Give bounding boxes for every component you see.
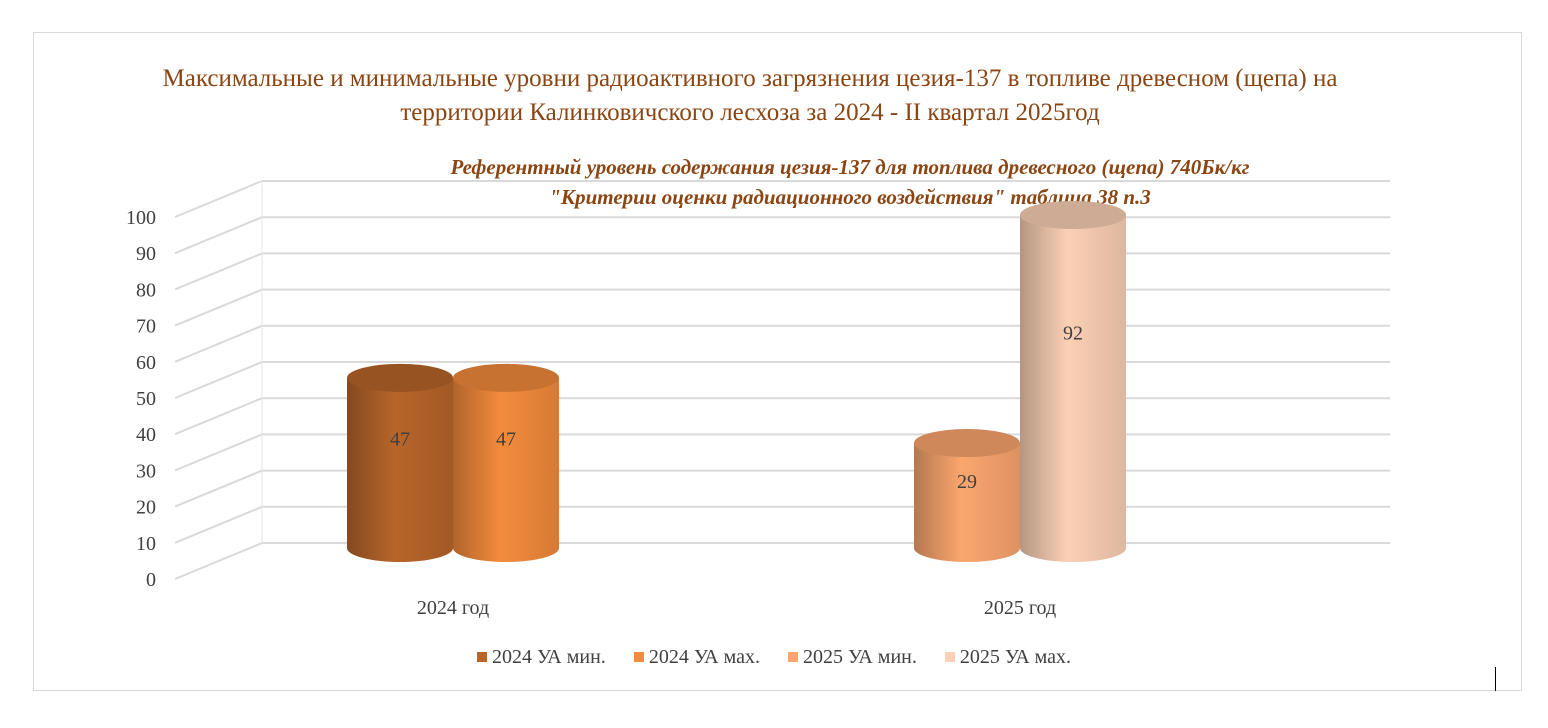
y-tick-label: 100	[126, 207, 156, 229]
bar-top	[453, 363, 559, 392]
y-tick-label: 50	[136, 388, 156, 410]
legend-label: 2024 УА мах.	[648, 646, 760, 668]
y-tick-label: 90	[136, 243, 156, 265]
x-category-label: 2024 год	[417, 597, 489, 619]
bar-top	[1020, 200, 1126, 229]
bar-body	[914, 443, 1020, 562]
bar-cylinder: 47	[453, 363, 559, 562]
gridline-depth	[174, 469, 263, 508]
chart-title: Максимальные и минимальные уровни радиоа…	[162, 65, 1338, 126]
y-tick-label: 10	[136, 533, 156, 555]
gridline-depth	[174, 216, 263, 255]
y-tick-label: 80	[136, 279, 156, 301]
gridline-depth	[174, 433, 263, 472]
legend-item: 2024 УА мах.	[633, 646, 760, 669]
gridline-depth	[174, 324, 263, 363]
gridline-depth	[174, 288, 263, 327]
legend-swatch	[633, 652, 644, 662]
frame-edge-mark	[1495, 667, 1496, 691]
legend-swatch	[788, 652, 798, 662]
legend-label: 2025 УА мин.	[803, 646, 917, 668]
y-tick-label: 70	[136, 316, 156, 338]
bar-cylinder: 29	[914, 429, 1020, 562]
bar-top	[347, 363, 453, 392]
bar-body	[453, 377, 559, 562]
legend-item: 2025 УА мах.	[944, 646, 1072, 669]
gridline-depth	[174, 180, 263, 218]
gridline-depth	[174, 505, 263, 544]
chart-frame	[33, 32, 1522, 691]
y-tick-label: 20	[136, 497, 156, 519]
chart-legend: 2024 УА мин. 2024 УА мах. 2025 УА мин. 2025…	[0, 646, 1548, 669]
bar-cylinder: 47	[347, 363, 453, 562]
y-tick-label: 60	[136, 352, 156, 374]
x-category-label: 2025 год	[984, 597, 1056, 619]
data-label: 29	[957, 471, 977, 493]
legend-item: 2024 УА мин.	[476, 646, 606, 669]
gridline-depth	[174, 252, 263, 291]
legend-item: 2025 УА мин.	[788, 646, 917, 669]
y-tick-label: 30	[136, 460, 156, 482]
gridline-depth	[174, 542, 263, 580]
bar-body	[1020, 214, 1126, 562]
legend-swatch	[944, 652, 955, 662]
bar-cylinder: 92	[1020, 200, 1126, 562]
legend-label: 2025 УА мах.	[959, 646, 1072, 668]
gridline-depth	[174, 361, 263, 399]
legend-swatch	[476, 652, 487, 662]
data-label: 47	[390, 428, 410, 450]
bar-top	[914, 429, 1020, 458]
y-tick-label: 40	[136, 424, 156, 446]
y-tick-label: 0	[146, 569, 156, 591]
data-label: 92	[1063, 323, 1083, 345]
subtitle-line-1: Референтный уровень содержания цезия-137…	[450, 155, 1250, 179]
data-label: 47	[496, 428, 516, 450]
bar-body	[347, 377, 453, 562]
legend-label: 2024 УА мин.	[491, 646, 606, 668]
gridline-depth	[174, 397, 263, 436]
